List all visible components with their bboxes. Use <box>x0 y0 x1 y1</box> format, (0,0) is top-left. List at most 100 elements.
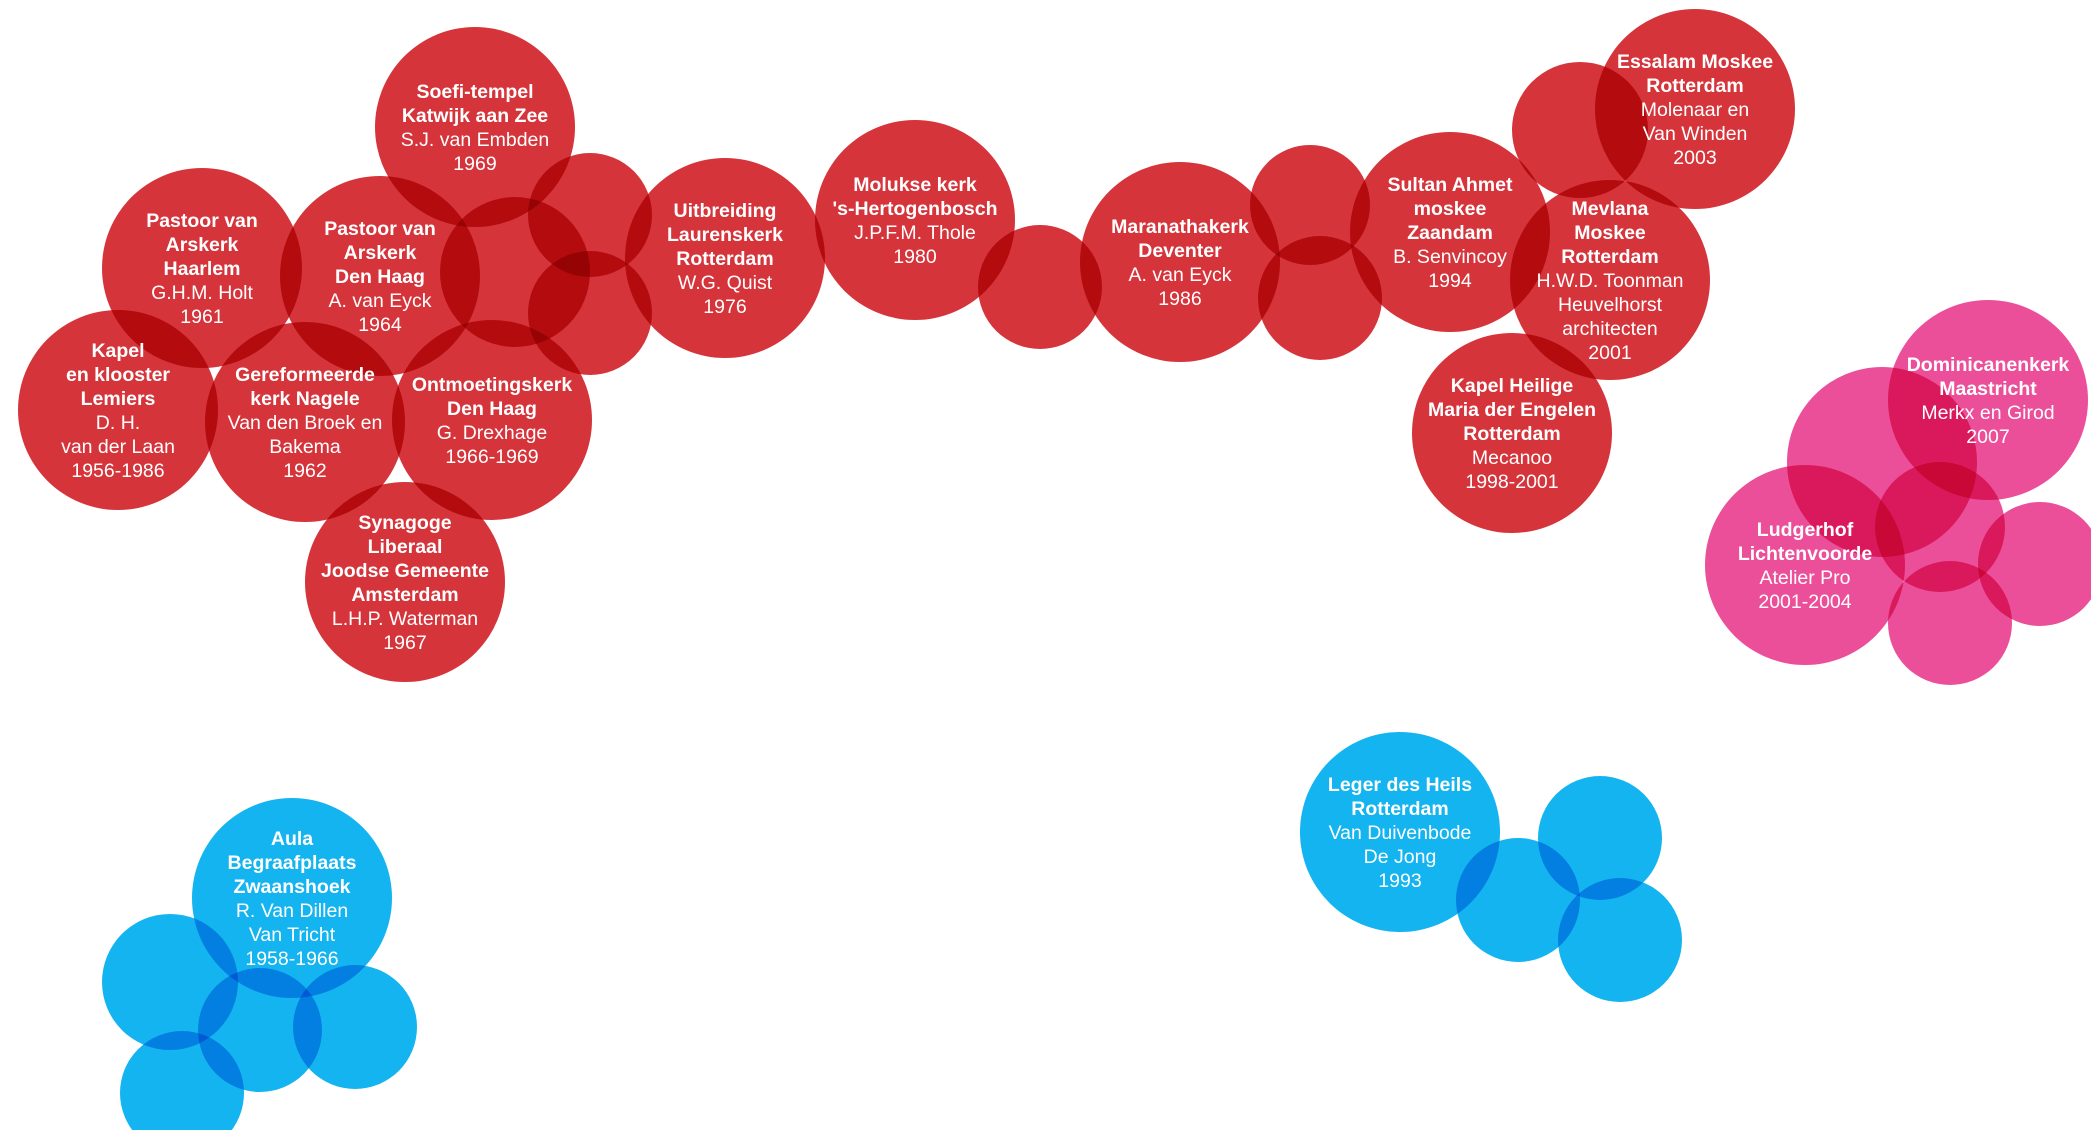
building-detail-line: A. van Eyck <box>329 290 432 312</box>
building-name-line: Zwaanshoek <box>233 876 350 898</box>
building-detail-line: S.J. van Embden <box>401 129 550 151</box>
red-cluster-filler-bubble <box>528 251 652 375</box>
building-detail-line: 1994 <box>1428 270 1472 292</box>
building-detail-line: 1993 <box>1378 870 1421 892</box>
building-name-line: Amsterdam <box>351 584 458 606</box>
building-detail-line: J.P.F.M. Thole <box>854 222 976 244</box>
building-name-line: Maastricht <box>1939 378 2037 400</box>
building-name-line: Leger des Heils <box>1328 774 1472 796</box>
dominicanenkerk-maastricht-bubble <box>1888 300 2088 500</box>
building-name-line: Molukse kerk <box>853 174 977 196</box>
building-name-line: Moskee <box>1574 222 1646 244</box>
building-detail-line: De Jong <box>1364 846 1437 868</box>
building-detail-line: G. Drexhage <box>437 422 548 444</box>
building-name-line: 's-Hertogenbosch <box>833 198 998 220</box>
soefi-tempel-bubble <box>375 27 575 227</box>
building-name-line: Arskerk <box>344 242 417 264</box>
building-detail-line: Van Duivenbode <box>1329 822 1472 844</box>
pink-cluster-filler-bubble <box>1978 502 2091 626</box>
building-name-line: Ontmoetingskerk <box>412 374 573 396</box>
building-name-line: Maranathakerk <box>1111 216 1249 238</box>
building-name-line: Rotterdam <box>1351 798 1449 820</box>
building-name-line: Rotterdam <box>1646 75 1744 97</box>
building-name-line: Kapel <box>91 340 144 362</box>
building-name-line: Pastoor van <box>324 218 436 240</box>
building-name-line: Zaandam <box>1407 222 1493 244</box>
building-name-line: Maria der Engelen <box>1428 399 1596 421</box>
building-name-line: Begraafplaats <box>228 852 357 874</box>
building-name-line: Gereformeerde <box>235 364 375 386</box>
building-name-line: Lemiers <box>81 388 156 410</box>
gereformeerde-kerk-nagele-bubble <box>205 322 405 522</box>
building-name-line: Haarlem <box>164 258 241 280</box>
building-name-line: Katwijk aan Zee <box>402 105 548 127</box>
sultan-ahmet-moskee-bubble <box>1350 132 1550 332</box>
blue-cluster-filler-bubble <box>120 1031 244 1130</box>
building-detail-line: W.G. Quist <box>678 272 773 294</box>
building-detail-line: architecten <box>1562 318 1657 340</box>
synagoge-liberaal-bubble <box>305 482 505 682</box>
building-name-line: Laurenskerk <box>667 224 783 246</box>
building-detail-line: 2003 <box>1673 147 1716 169</box>
building-name-line: kerk Nagele <box>250 388 360 410</box>
blue-cluster-filler-bubble <box>293 965 417 1089</box>
building-name-line: Essalam Moskee <box>1617 51 1773 73</box>
building-name-line: Lichtenvoorde <box>1738 543 1873 565</box>
uitbreiding-laurenskerk-bubble <box>625 158 825 358</box>
building-detail-line: 2001 <box>1588 342 1631 364</box>
building-detail-line: 1976 <box>703 296 746 318</box>
building-detail-line: 1956-1986 <box>71 460 164 482</box>
building-name-line: Synagoge <box>358 512 451 534</box>
building-detail-line: 1964 <box>358 314 402 336</box>
building-detail-line: A. van Eyck <box>1129 264 1232 286</box>
red-cluster-filler-bubble <box>978 225 1102 349</box>
building-detail-line: Van Tricht <box>249 924 336 946</box>
building-name-line: Joodse Gemeente <box>321 560 489 582</box>
building-name-line: Den Haag <box>335 266 425 288</box>
building-detail-line: van der Laan <box>61 436 175 458</box>
maranathakerk-deventer-bubble <box>1080 162 1280 362</box>
building-name-line: Uitbreiding <box>674 200 777 222</box>
bubbles-layer <box>18 9 2091 1130</box>
building-name-line: Aula <box>271 828 313 850</box>
building-detail-line: 1967 <box>383 632 426 654</box>
building-detail-line: 2001-2004 <box>1758 591 1851 613</box>
building-detail-line: Mecanoo <box>1472 447 1552 469</box>
building-detail-line: 1962 <box>283 460 326 482</box>
ontmoetingskerk-den-haag-bubble <box>392 320 592 520</box>
molukse-kerk-bubble <box>815 120 1015 320</box>
building-name-line: Pastoor van <box>146 210 258 232</box>
building-detail-line: 1980 <box>893 246 937 268</box>
building-name-line: Soefi-tempel <box>416 81 533 103</box>
building-detail-line: 1961 <box>180 306 223 328</box>
kapel-heilige-maria-bubble <box>1412 333 1612 533</box>
aula-begraafplaats-zwaanshoek-bubble <box>192 798 392 998</box>
building-name-line: Rotterdam <box>676 248 774 270</box>
building-detail-line: R. Van Dillen <box>236 900 348 922</box>
building-detail-line: Van Winden <box>1643 123 1748 145</box>
building-name-line: Ludgerhof <box>1757 519 1854 541</box>
building-detail-line: G.H.M. Holt <box>151 282 253 304</box>
building-detail-line: 1986 <box>1158 288 1201 310</box>
kapel-en-klooster-lemiers-bubble <box>18 310 218 510</box>
building-name-line: Sultan Ahmet <box>1388 174 1513 196</box>
building-name-line: moskee <box>1414 198 1487 220</box>
building-name-line: Liberaal <box>368 536 443 558</box>
